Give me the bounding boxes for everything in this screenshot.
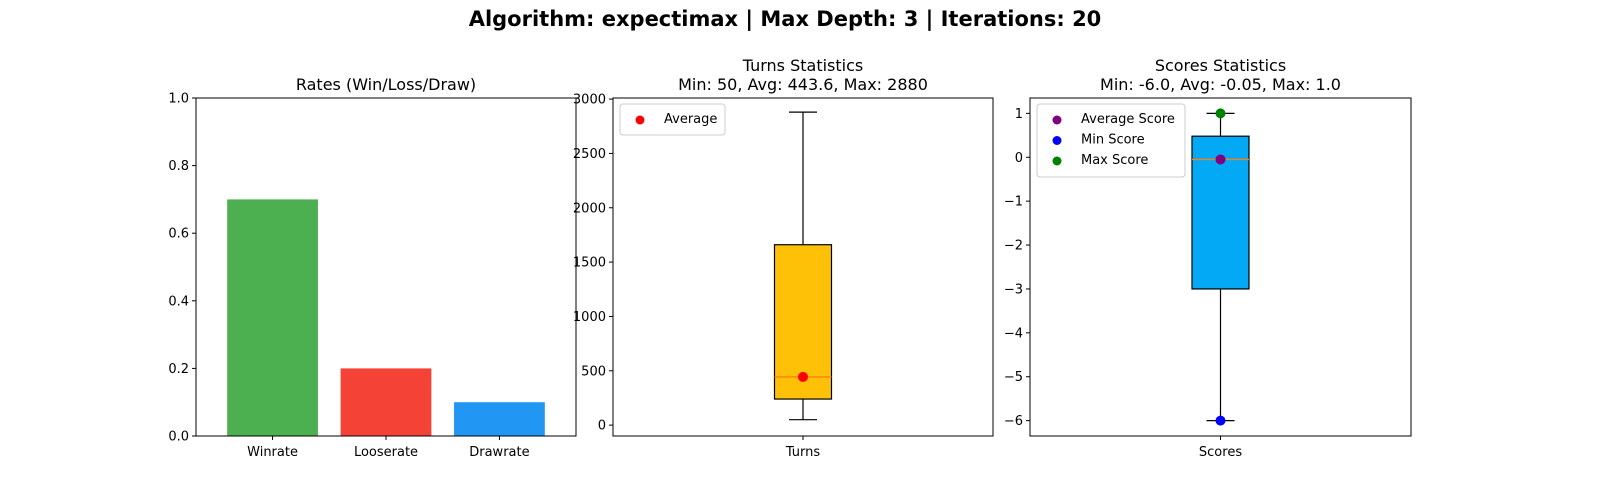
point-average (798, 371, 808, 382)
y-tick-label: 3000 (573, 93, 606, 108)
legend-box (619, 103, 726, 136)
y-tick-label: −4 (1004, 326, 1023, 341)
x-tick-label: Looserate (354, 445, 418, 460)
point-min-score (1215, 415, 1226, 426)
panel-subtitle: Min: -6.0, Avg: -0.05, Max: 1.0 (1100, 75, 1341, 94)
y-tick-label: 0.6 (168, 227, 189, 242)
panel-title: Rates (Win/Loss/Draw) (296, 75, 476, 94)
y-tick-label: −3 (1004, 282, 1023, 297)
y-tick-label: −5 (1004, 370, 1023, 385)
panel-1: Rates (Win/Loss/Draw) 0.0 0.2 0.4 0.6 0.8 1.0 W… (168, 75, 577, 460)
legend-label: Average (664, 112, 717, 127)
legend-marker (1052, 136, 1062, 145)
axes-frame (1029, 97, 1412, 437)
legend-label: Max Score (1081, 153, 1148, 168)
panel-title: Scores Statistics (1155, 56, 1286, 75)
y-tick-label: 2500 (573, 147, 606, 162)
y-tick-label: 1 (1015, 107, 1023, 122)
charts-group: Rates (Win/Loss/Draw) 0.0 0.2 0.4 0.6 0.8 1.0 W… (168, 56, 1412, 460)
y-tick-label: 0 (1015, 151, 1023, 166)
y-tick-label: 0.2 (168, 362, 189, 377)
panel-subtitle: Min: 50, Avg: 443.6, Max: 2880 (678, 75, 928, 94)
y-tick-label: 1500 (573, 256, 606, 271)
y-tick-label: 0.8 (168, 159, 189, 174)
point-average-score (1215, 154, 1226, 165)
y-tick-label: 0 (598, 419, 606, 434)
axes-frame (195, 97, 577, 437)
legend-marker (635, 115, 645, 125)
bar-looserate (340, 368, 432, 436)
y-tick-label: −1 (1004, 195, 1023, 210)
figure-suptitle: Algorithm: expectimax | Max Depth: 3 | I… (469, 7, 1102, 32)
bar-drawrate (454, 402, 545, 436)
x-tick-label: Winrate (247, 445, 298, 460)
y-tick-label: 0.0 (168, 430, 189, 445)
x-tick-label: Drawrate (469, 445, 529, 460)
legend-marker (1052, 115, 1062, 125)
axes-frame (612, 97, 994, 437)
y-tick-label: 1000 (573, 310, 606, 325)
y-tick-label: 1.0 (168, 92, 189, 107)
legend-label: Average Score (1081, 112, 1175, 127)
legend-marker (1052, 156, 1062, 166)
panel-title: Turns Statistics (742, 56, 863, 75)
y-tick-label: 0.4 (168, 294, 189, 309)
legend-box (1036, 103, 1186, 178)
bar-winrate (227, 199, 318, 436)
x-tick-label: Turns (785, 445, 821, 460)
legend-label: Min Score (1081, 133, 1145, 148)
y-tick-label: −6 (1004, 414, 1023, 429)
y-tick-label: −2 (1004, 239, 1023, 254)
y-tick-label: 500 (581, 364, 606, 379)
x-tick-label: Scores (1199, 445, 1242, 460)
y-tick-label: 2000 (573, 201, 606, 216)
point-max-score (1215, 108, 1226, 119)
